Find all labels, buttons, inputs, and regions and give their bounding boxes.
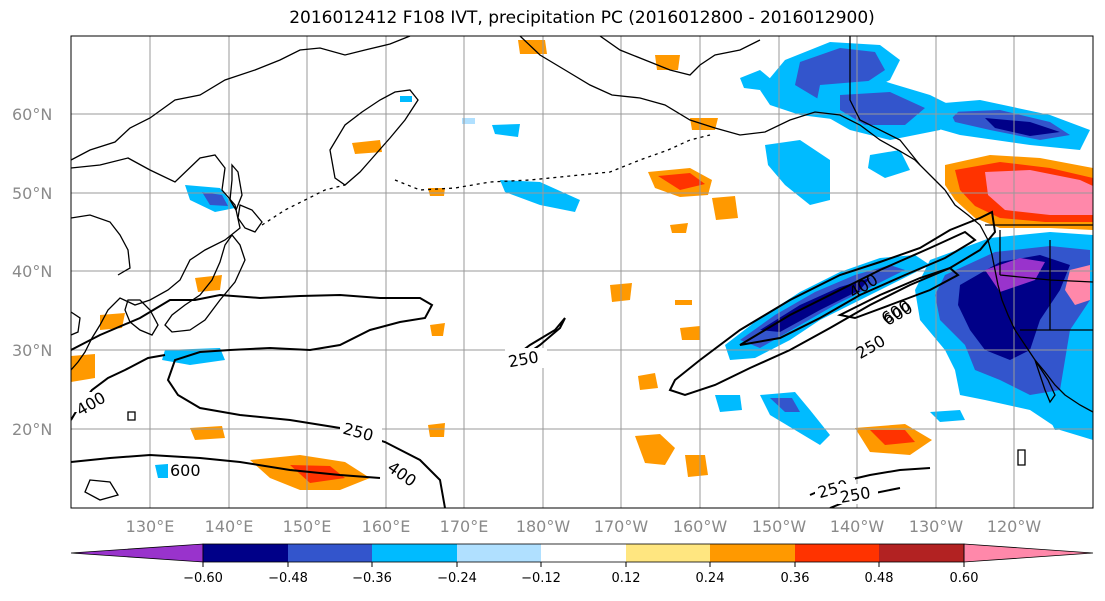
- ivt-contour-250-west: [71, 293, 446, 508]
- coast-kamchatka: [329, 89, 419, 186]
- lon-label: 160°E: [362, 517, 411, 536]
- lon-label: 130°W: [909, 517, 964, 536]
- colorbar-segment: [288, 544, 372, 562]
- colorbar-segment: [203, 544, 288, 562]
- ivt-contour-600-east: [836, 266, 960, 320]
- lat-label: 40°N: [12, 262, 52, 281]
- coastlines: [71, 36, 1093, 501]
- colorbar-segment: [795, 544, 879, 562]
- colorbar-tick-label: −0.60: [183, 571, 223, 586]
- ivt-contour-600-west: [71, 453, 381, 479]
- lon-label: 130°E: [126, 517, 175, 536]
- colorbar-tick-label: −0.48: [268, 571, 308, 586]
- latitude-labels: 60°N 50°N 40°N 30°N 20°N: [12, 105, 52, 439]
- coast-west-na: [944, 189, 1093, 413]
- lon-label: 150°W: [752, 517, 807, 536]
- lon-label: 140°E: [205, 517, 254, 536]
- lon-label: 140°W: [830, 517, 885, 536]
- colorbar-segment: [541, 544, 626, 562]
- colorbar-tick-label: 0.12: [612, 571, 641, 586]
- colorbar-segment: [372, 544, 457, 562]
- colorbar-tick-label: 0.24: [696, 571, 725, 586]
- ivt-contours: [71, 210, 997, 508]
- border-china: [71, 214, 131, 276]
- coast-alaska: [519, 36, 946, 191]
- colorbar-tick-label: 0.48: [865, 571, 894, 586]
- lat-label: 20°N: [12, 420, 52, 439]
- coast-baja: [1034, 359, 1056, 404]
- colorbar-tick-label: −0.36: [352, 571, 392, 586]
- coast-siberia: [71, 36, 411, 161]
- lat-label: 30°N: [12, 341, 52, 360]
- lon-label: 120°W: [987, 517, 1042, 536]
- colorbar-segment: [457, 544, 541, 562]
- colorbar-tick-label: 0.36: [781, 571, 810, 586]
- map-frame: [70, 35, 1094, 509]
- ivt-contour-400-east: [739, 230, 977, 346]
- coast-kurils: [261, 184, 346, 226]
- ivt-contour-250-central: [509, 317, 566, 363]
- coast-alaska-north: [599, 36, 761, 76]
- lon-label: 180°W: [516, 517, 571, 536]
- ivt-contour-250-east: [668, 210, 997, 397]
- map-title: 2016012412 F108 IVT, precipitation PC (2…: [289, 8, 875, 28]
- lon-label: 170°W: [594, 517, 649, 536]
- longitude-labels: 130°E 140°E 150°E 160°E 170°E 180°W 170°…: [126, 517, 1042, 536]
- colorbar-tick-label: −0.12: [521, 571, 561, 586]
- lon-label: 160°W: [673, 517, 728, 536]
- border-states: [999, 230, 1093, 331]
- border-canada-alaska: [849, 36, 921, 166]
- lon-label: 150°E: [283, 517, 332, 536]
- coast-sakhalin: [229, 163, 243, 212]
- lat-label: 50°N: [12, 184, 52, 203]
- lat-label: 60°N: [12, 105, 52, 124]
- colorbar: −0.60 −0.48 −0.36 −0.24 −0.12 0.12 0.24 …: [70, 543, 1094, 586]
- colorbar-tick-label: 0.60: [950, 571, 979, 586]
- coast-hokkaido: [237, 204, 263, 233]
- colorbar-segment: [626, 544, 710, 562]
- island-taiwan: [71, 311, 81, 336]
- colorbar-segment: [70, 543, 204, 563]
- coast-japan: [164, 233, 246, 333]
- coast-aleutians: [394, 134, 711, 191]
- ivt-label: 600: [170, 461, 201, 480]
- coast-asia: [71, 154, 241, 371]
- colorbar-segment: [710, 544, 795, 562]
- coast-korea: [124, 299, 159, 336]
- colorbar-segment: [963, 543, 1094, 563]
- colorbar-segment: [879, 544, 964, 562]
- lon-label: 170°E: [440, 517, 489, 536]
- colorbar-tick-label: −0.24: [437, 571, 477, 586]
